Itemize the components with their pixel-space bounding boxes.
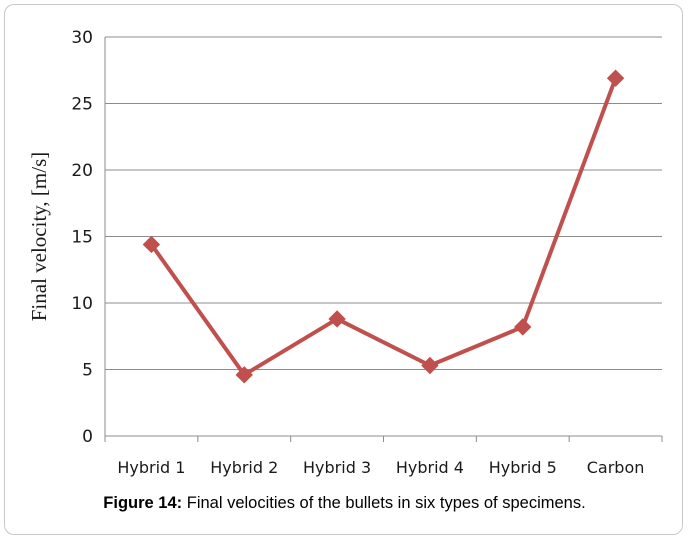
x-tick-label: Hybrid 5	[489, 458, 557, 477]
data-point	[421, 356, 439, 375]
series-line	[149, 76, 618, 377]
data-point	[142, 235, 161, 254]
x-tick-label: Hybrid 2	[210, 458, 278, 477]
data-point	[235, 366, 253, 384]
figure-frame	[4, 4, 683, 535]
y-tick-label: 30	[71, 28, 93, 48]
y-axis-label: Final velocity, [m/s]	[27, 152, 51, 322]
data-point	[514, 318, 532, 336]
y-tick-label: 15	[71, 228, 93, 248]
data-point	[328, 310, 346, 328]
y-tick-label: 25	[71, 95, 93, 115]
caption-text: Final velocities of the bullets in six t…	[182, 494, 586, 512]
x-tick-label: Hybrid 3	[303, 458, 371, 477]
figure-caption: Figure 14: Final velocities of the bulle…	[0, 494, 689, 513]
y-tick-label: 0	[82, 427, 93, 447]
y-tick-label: 20	[71, 161, 93, 181]
x-tick-label: Carbon	[587, 458, 645, 477]
caption-label: Figure 14:	[103, 494, 183, 512]
data-point	[606, 69, 625, 87]
y-tick-label: 10	[71, 294, 93, 314]
x-tick-label: Hybrid 4	[396, 458, 464, 477]
x-tick-label: Hybrid 1	[117, 458, 185, 477]
y-tick-label: 5	[82, 361, 93, 381]
